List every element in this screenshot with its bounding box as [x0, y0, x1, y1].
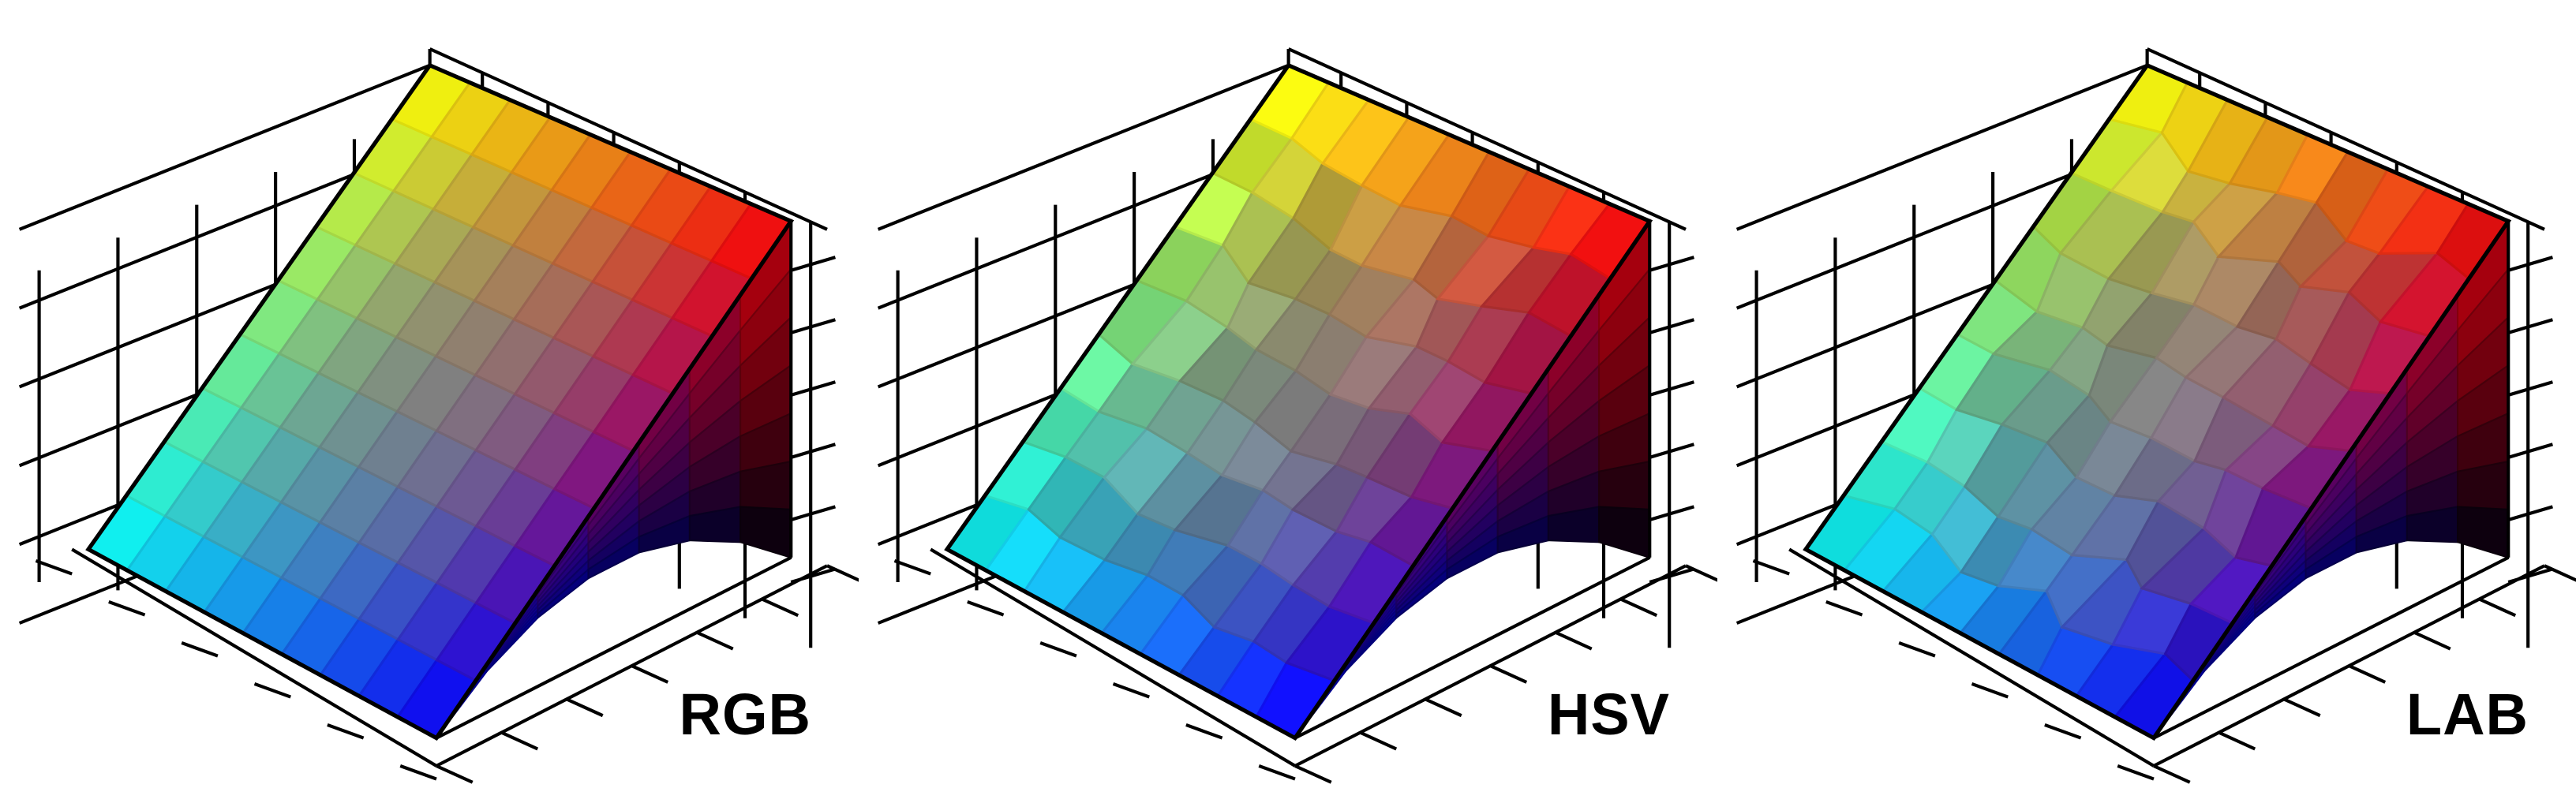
- tick-mark: [1294, 764, 1332, 784]
- tick-mark: [1898, 641, 1936, 658]
- tick-mark: [790, 256, 836, 272]
- tick-mark: [761, 597, 799, 618]
- wedge-outline: [85, 62, 795, 741]
- tick-mark: [1112, 682, 1150, 699]
- tick-mark: [2283, 697, 2321, 718]
- tick-mark: [1685, 564, 1717, 582]
- hypotenuse-edge: [435, 220, 792, 739]
- tick-mark: [2507, 443, 2553, 459]
- plot-root: [1735, 47, 2576, 784]
- panel-label-rgb: RGB: [679, 682, 811, 747]
- side-face-cell: [1598, 506, 1651, 559]
- tick-mark: [500, 730, 539, 751]
- floor-edge: [71, 547, 438, 768]
- tick-mark: [2507, 505, 2553, 521]
- tick-mark: [566, 697, 604, 718]
- bottom-edge: [1294, 555, 1651, 740]
- tick-mark: [1649, 505, 1694, 521]
- panel-rgb: RGB: [0, 0, 859, 803]
- tick-mark: [1185, 723, 1223, 740]
- tick-mark: [1425, 697, 1462, 718]
- grid-line: [877, 63, 1290, 231]
- tick-mark: [1649, 318, 1694, 334]
- tick-mark: [790, 505, 836, 521]
- tick-mark: [790, 318, 836, 334]
- hypotenuse-edge: [2152, 220, 2510, 739]
- tick-mark: [1649, 443, 1694, 459]
- tick-mark: [2218, 730, 2256, 751]
- tick-mark: [2413, 630, 2451, 651]
- wedge-outline: [944, 62, 1653, 741]
- rgb-color-wedge-plot: [18, 47, 859, 784]
- grid-line: [429, 47, 828, 231]
- tick-mark: [790, 380, 836, 397]
- tick-mark: [1752, 559, 1790, 576]
- tick-mark: [253, 682, 291, 699]
- tick-mark: [696, 630, 734, 651]
- tick-mark: [2507, 318, 2553, 334]
- tick-mark: [1039, 641, 1077, 658]
- tick-mark: [631, 664, 669, 684]
- tick-mark: [1619, 597, 1658, 618]
- tick-mark: [436, 764, 474, 784]
- tick-mark: [893, 559, 931, 576]
- grid-line: [1287, 47, 1687, 231]
- bottom-edge: [2153, 555, 2510, 740]
- tick-mark: [2507, 256, 2553, 272]
- tick-mark: [1489, 664, 1528, 684]
- panel-hsv: HSV: [859, 0, 1717, 803]
- bottom-edge: [436, 555, 792, 740]
- tick-mark: [1258, 764, 1296, 781]
- tick-mark: [2478, 597, 2517, 618]
- tick-mark: [2507, 380, 2553, 397]
- tick-mark: [108, 600, 146, 617]
- floor-edge: [1788, 547, 2155, 768]
- hypotenuse-edge: [1294, 220, 1651, 739]
- tick-mark: [790, 443, 836, 459]
- hsv-color-wedge-plot: [877, 47, 1717, 784]
- side-face-cell: [2457, 506, 2510, 559]
- tick-mark: [1825, 600, 1863, 617]
- tick-mark: [1971, 682, 2009, 699]
- tick-mark: [181, 641, 219, 658]
- tick-mark: [1359, 730, 1398, 751]
- tick-mark: [1555, 630, 1593, 651]
- side-face-cell: [739, 506, 792, 559]
- tick-mark: [2348, 664, 2387, 684]
- wedge-outline: [1803, 62, 2512, 741]
- tick-mark: [1649, 256, 1694, 272]
- tick-mark: [327, 723, 365, 740]
- plot-root: [18, 47, 859, 784]
- panel-lab: LAB: [1717, 0, 2576, 803]
- panel-label-lab: LAB: [2406, 682, 2529, 747]
- tick-mark: [35, 559, 73, 576]
- floor-edge: [930, 547, 1297, 768]
- tick-mark: [2153, 764, 2191, 784]
- grid-line: [2146, 47, 2545, 231]
- tick-mark: [399, 764, 437, 781]
- plot-root: [877, 47, 1717, 784]
- tick-mark: [2117, 764, 2155, 781]
- tick-mark: [1649, 380, 1694, 397]
- panel-label-hsv: HSV: [1547, 682, 1670, 747]
- tick-mark: [826, 564, 859, 582]
- grid-line: [18, 63, 431, 231]
- grid-line: [1735, 63, 2148, 231]
- tick-mark: [2544, 564, 2576, 582]
- tick-mark: [967, 600, 1005, 617]
- lab-color-wedge-plot: [1735, 47, 2576, 784]
- tick-mark: [2044, 723, 2082, 740]
